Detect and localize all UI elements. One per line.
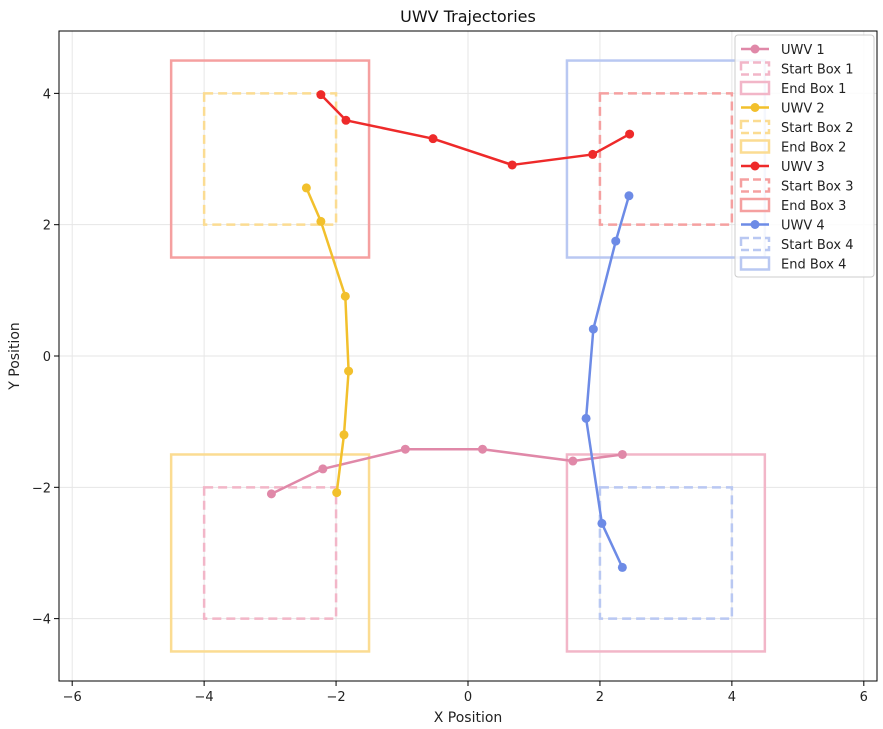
legend-label-start-box-3: Start Box 3: [781, 180, 853, 195]
legend-label-uwv-4: UWV 4: [781, 219, 825, 234]
start-box-4: [598, 486, 734, 620]
legend-label-uwv-3: UWV 3: [781, 160, 825, 175]
uwv-1-line: [270, 447, 623, 496]
legend: UWV 1 Start Box 1 End Box 1 UWV 2 Start Box …: [734, 34, 875, 278]
legend-label-start-box-2: Start Box 2: [781, 121, 853, 136]
uwv-4-point: [611, 236, 621, 246]
start-box-2: [202, 92, 338, 226]
legend-label-start-box-4: Start Box 4: [781, 238, 853, 253]
legend-swatch-start-box-2: [739, 119, 771, 135]
legend-swatch-end-box-4: [739, 256, 771, 271]
x-tick-label: 4: [728, 690, 736, 705]
uwv-3-point: [341, 115, 351, 125]
uwv-2-point: [301, 183, 311, 193]
legend-swatch-end-box-1: [739, 80, 771, 96]
uwv-1-point: [568, 456, 578, 466]
legend-frame: [734, 34, 875, 278]
uwv-1-point: [318, 464, 328, 474]
x-tick-label: 6: [860, 690, 868, 705]
legend-label-start-box-1: Start Box 1: [781, 63, 853, 78]
uwv-3-point: [625, 129, 635, 139]
legend-swatch-start-box-4: [739, 236, 771, 252]
legend-marker-uwv-4: [750, 220, 760, 229]
end-box-1: [565, 453, 767, 653]
uwv-2-point: [316, 216, 326, 226]
uwv-4-line: [584, 195, 631, 568]
legend-label-end-box-3: End Box 3: [781, 199, 846, 214]
legend-swatch-end-box-3: [739, 197, 771, 213]
legend-label-end-box-2: End Box 2: [781, 141, 846, 156]
uwv-3-line: [319, 93, 631, 167]
uwv-3-point: [588, 149, 598, 159]
uwv-2-point: [340, 291, 350, 301]
uwv-4-point: [581, 413, 591, 423]
x-tick-label: −2: [326, 690, 345, 705]
axis-ticks: −6 −4 −2 0 2 4 6 −4 −2 0 2 4: [32, 87, 868, 705]
uwv-4-point: [617, 562, 627, 572]
region-boxes: [169, 59, 767, 653]
y-tick-label: −4: [32, 613, 51, 628]
y-axis-label: Y Position: [7, 322, 23, 391]
y-tick-label: 4: [43, 87, 51, 102]
uwv-4-point: [597, 518, 607, 528]
end-box-2: [169, 453, 371, 653]
legend-label-end-box-1: End Box 1: [781, 82, 846, 97]
chart-title: UWV Trajectories: [400, 7, 536, 26]
uwv-4-point: [624, 191, 634, 201]
legend-marker-uwv-2: [750, 103, 760, 112]
y-tick-label: −2: [32, 481, 51, 496]
uwv-3-point: [316, 90, 326, 100]
legend-label-end-box-4: End Box 4: [781, 258, 846, 273]
uwv-1-point: [617, 449, 627, 459]
uwv-1-point: [266, 489, 276, 499]
uwv-3-point: [428, 134, 438, 144]
x-tick-label: 0: [464, 690, 472, 705]
x-tick-label: 2: [596, 690, 604, 705]
uwv-2-point: [332, 488, 342, 498]
uwv-2-point: [339, 430, 349, 440]
x-axis-label: X Position: [434, 710, 503, 726]
legend-label-uwv-1: UWV 1: [781, 43, 825, 58]
start-box-3: [598, 92, 734, 226]
legend-label-uwv-2: UWV 2: [781, 102, 825, 117]
uwv-2-point: [344, 366, 354, 376]
y-tick-label: 0: [43, 350, 51, 365]
start-box-1: [202, 486, 338, 620]
uwv-4-point: [588, 324, 598, 334]
legend-marker-uwv-3: [750, 161, 760, 171]
x-tick-label: −4: [195, 690, 214, 705]
legend-swatch-start-box-3: [739, 178, 771, 193]
x-tick-label: −6: [63, 690, 82, 705]
legend-marker-uwv-1: [750, 44, 760, 54]
legend-swatch-start-box-1: [739, 61, 771, 76]
uwv-1-point: [478, 444, 488, 454]
uwv-2-line: [305, 187, 350, 493]
legend-swatch-end-box-2: [739, 139, 771, 154]
uwv-1-point: [400, 444, 410, 454]
y-tick-label: 2: [43, 219, 51, 234]
trajectory-series: [266, 90, 635, 572]
uwv-3-point: [507, 160, 517, 170]
end-box-3: [169, 59, 371, 259]
